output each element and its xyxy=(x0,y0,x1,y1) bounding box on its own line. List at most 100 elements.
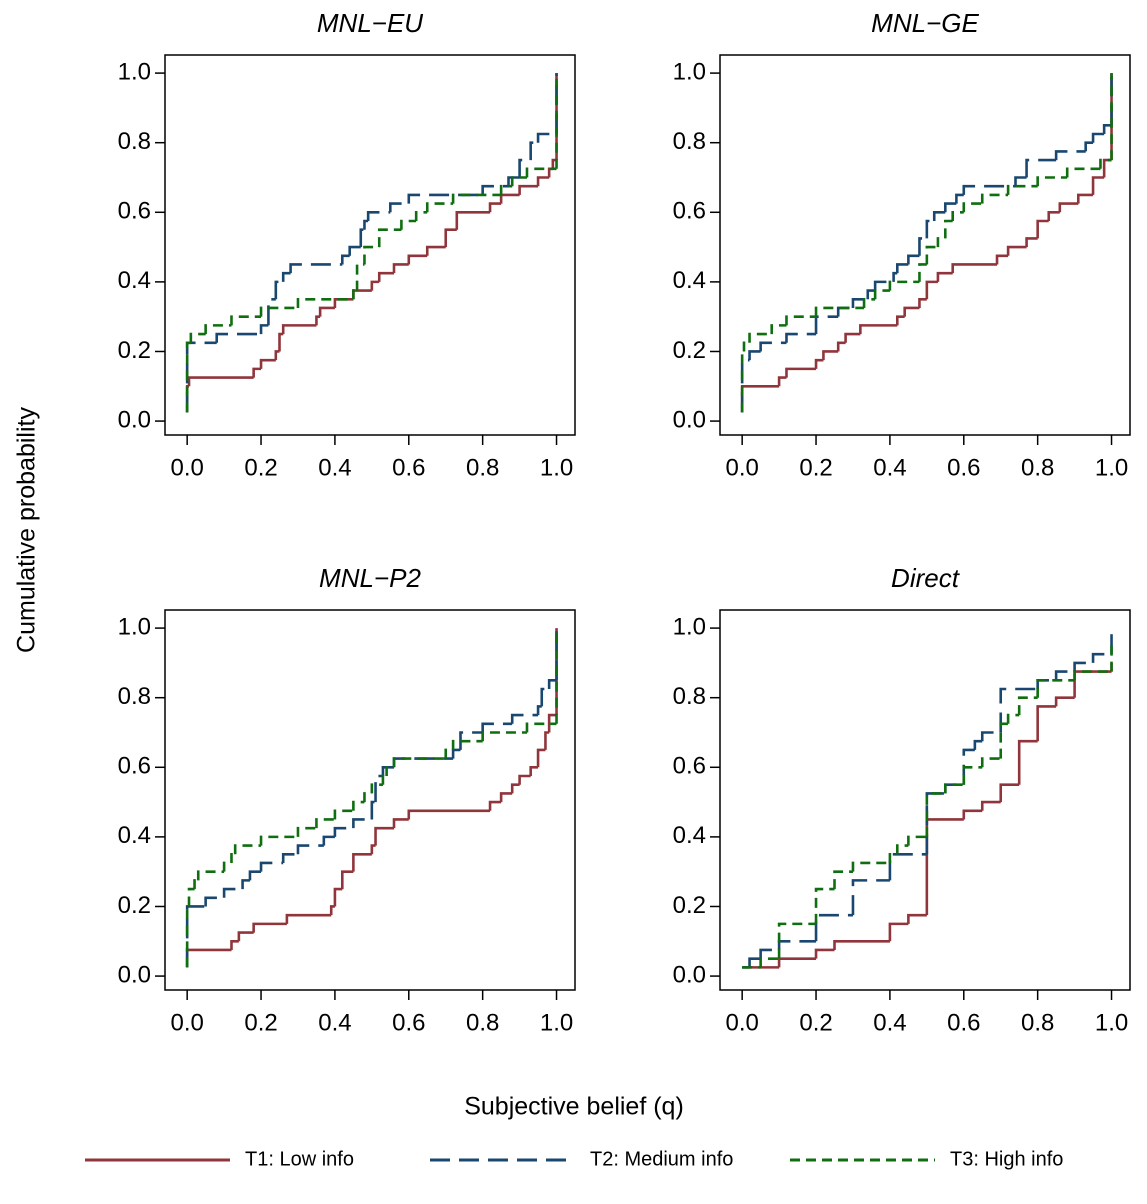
step-line xyxy=(488,202,502,213)
step-line xyxy=(241,879,250,890)
step-line xyxy=(237,931,254,942)
step-line xyxy=(444,228,457,248)
step-line xyxy=(230,315,262,326)
step-line xyxy=(392,263,409,274)
step-line xyxy=(1047,210,1060,221)
step-line xyxy=(518,774,531,785)
y-tick-label: 0.2 xyxy=(673,892,706,919)
step-line xyxy=(455,210,491,230)
step-line xyxy=(1006,245,1027,256)
step-line xyxy=(540,687,550,707)
y-tick-label: 0.4 xyxy=(673,822,706,849)
x-tick-label: 0.6 xyxy=(392,1009,425,1036)
step-line xyxy=(748,332,772,343)
y-axis-label: Cumulative probability xyxy=(13,407,41,653)
step-line xyxy=(1036,176,1068,187)
step-line xyxy=(903,306,920,317)
step-line xyxy=(488,800,502,811)
y-tick-label: 0.0 xyxy=(118,961,151,988)
y-tick-label: 0.4 xyxy=(673,267,706,294)
step-line xyxy=(392,757,446,768)
step-line xyxy=(851,879,890,916)
step-line xyxy=(785,367,817,378)
x-tick-label: 0.4 xyxy=(318,1009,351,1036)
step-line xyxy=(777,922,817,959)
step-line xyxy=(1036,678,1075,698)
x-tick-label: 1.0 xyxy=(1095,1009,1128,1036)
step-line xyxy=(407,193,483,204)
step-line xyxy=(425,202,454,213)
step-line xyxy=(833,870,853,890)
step-line xyxy=(1091,652,1112,663)
step-line xyxy=(248,870,262,881)
step-line xyxy=(333,809,354,820)
step-line xyxy=(1054,670,1075,681)
step-line xyxy=(233,844,262,855)
y-tick-label: 0.0 xyxy=(673,961,706,988)
step-line xyxy=(510,713,539,724)
step-line xyxy=(888,280,920,291)
step-line xyxy=(259,358,276,369)
x-tick-label: 0.2 xyxy=(799,1009,832,1036)
step-line xyxy=(895,844,909,855)
step-line xyxy=(377,271,395,282)
step-line xyxy=(1084,141,1094,152)
step-line xyxy=(547,678,557,689)
step-line xyxy=(187,376,254,387)
step-line xyxy=(962,184,1016,195)
step-line xyxy=(259,324,269,335)
plot-frame xyxy=(164,54,576,436)
step-line xyxy=(363,792,372,803)
step-line xyxy=(340,870,354,890)
plot-frame xyxy=(164,609,576,991)
step-line xyxy=(980,757,1001,768)
plot-frame xyxy=(719,609,1131,991)
step-line xyxy=(370,280,380,291)
step-line xyxy=(189,332,206,343)
step-line xyxy=(851,861,890,872)
step-line xyxy=(925,219,935,239)
step-line xyxy=(918,297,927,308)
step-line xyxy=(348,245,361,256)
step-line xyxy=(1006,184,1038,195)
step-line xyxy=(1017,739,1038,785)
step-line xyxy=(951,263,998,274)
step-line xyxy=(785,332,817,343)
step-line xyxy=(1036,705,1057,742)
legend-label: T2: Medium info xyxy=(590,1148,733,1170)
step-line xyxy=(1102,123,1112,134)
y-tick-label: 0.4 xyxy=(118,822,151,849)
y-tick-label: 0.2 xyxy=(118,892,151,919)
step-line xyxy=(844,332,861,343)
step-line xyxy=(185,905,190,968)
y-tick-label: 0.6 xyxy=(673,753,706,780)
y-tick-label: 0.0 xyxy=(118,406,151,433)
step-line xyxy=(742,341,750,352)
step-line xyxy=(951,210,964,221)
step-line xyxy=(836,341,846,352)
step-line xyxy=(525,722,557,733)
step-line xyxy=(352,289,358,300)
step-line xyxy=(962,809,983,820)
step-line xyxy=(759,341,787,352)
x-tick-label: 0.4 xyxy=(873,454,906,481)
step-line xyxy=(425,245,446,256)
x-tick-label: 0.2 xyxy=(799,454,832,481)
step-line xyxy=(481,731,527,742)
step-line xyxy=(481,184,509,195)
step-line xyxy=(285,913,332,924)
step-line xyxy=(999,722,1009,759)
step-line xyxy=(322,835,335,846)
step-line xyxy=(444,748,454,759)
step-line xyxy=(204,324,232,335)
step-line xyxy=(315,315,321,326)
step-line xyxy=(352,852,372,872)
y-tick-label: 0.2 xyxy=(673,337,706,364)
step-line xyxy=(407,809,491,820)
step-line xyxy=(980,193,1009,204)
step-line xyxy=(536,132,557,143)
step-line xyxy=(980,731,1001,742)
step-line xyxy=(936,237,946,248)
step-line xyxy=(392,818,409,829)
